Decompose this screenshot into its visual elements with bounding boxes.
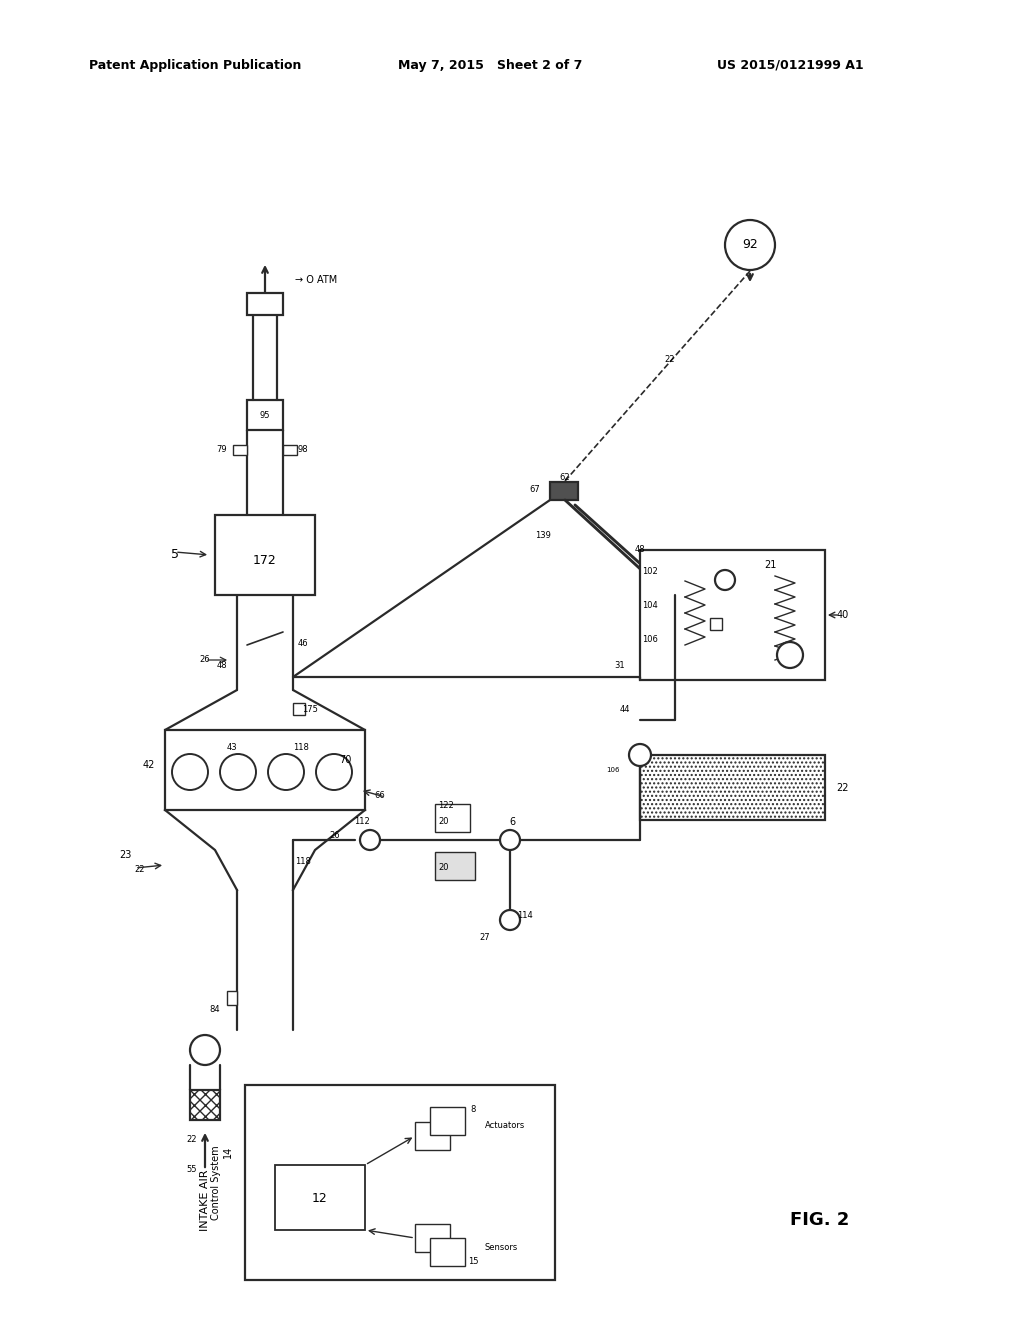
- Text: 118: 118: [294, 858, 311, 866]
- Text: Control System
14: Control System 14: [211, 1146, 232, 1220]
- Circle shape: [629, 744, 650, 766]
- Text: 27: 27: [479, 933, 490, 942]
- Bar: [430, 1238, 465, 1266]
- Text: 48: 48: [634, 545, 645, 554]
- Bar: [434, 804, 470, 832]
- Text: 67: 67: [529, 486, 539, 495]
- Text: 122: 122: [437, 801, 453, 810]
- Text: 5: 5: [171, 549, 178, 561]
- Circle shape: [776, 642, 802, 668]
- Bar: [275, 1166, 365, 1230]
- Text: 21: 21: [763, 560, 775, 570]
- Text: 6: 6: [508, 817, 515, 828]
- Circle shape: [268, 754, 304, 789]
- Circle shape: [316, 754, 352, 789]
- Bar: [549, 482, 578, 500]
- Bar: [282, 445, 297, 455]
- Circle shape: [220, 754, 256, 789]
- Bar: [215, 515, 315, 595]
- Text: 20: 20: [437, 817, 448, 826]
- Text: May 7, 2015   Sheet 2 of 7: May 7, 2015 Sheet 2 of 7: [397, 58, 582, 71]
- Circle shape: [725, 220, 774, 271]
- Text: 26: 26: [199, 656, 210, 664]
- Bar: [430, 1107, 465, 1135]
- Circle shape: [714, 570, 735, 590]
- Text: → O ATM: → O ATM: [294, 275, 337, 285]
- Text: 42: 42: [143, 760, 155, 770]
- Text: 106: 106: [606, 767, 620, 774]
- Circle shape: [190, 1035, 220, 1065]
- Text: 43: 43: [226, 743, 236, 752]
- Bar: [227, 991, 236, 1005]
- Text: FIG. 2: FIG. 2: [790, 1210, 849, 1229]
- Text: 55: 55: [186, 1166, 197, 1175]
- Text: 44: 44: [620, 705, 630, 714]
- Text: 102: 102: [642, 568, 657, 577]
- Text: 46: 46: [298, 639, 308, 648]
- Text: Actuators: Actuators: [484, 1121, 525, 1130]
- Bar: [245, 1085, 554, 1280]
- Text: 98: 98: [298, 446, 308, 454]
- Circle shape: [499, 830, 520, 850]
- Text: 48: 48: [216, 660, 227, 669]
- Text: 8: 8: [470, 1106, 475, 1114]
- Text: 114: 114: [517, 911, 532, 920]
- Text: 112: 112: [354, 817, 370, 826]
- Text: 70: 70: [338, 755, 351, 766]
- Text: 84: 84: [209, 1006, 220, 1015]
- Text: 95: 95: [260, 411, 270, 420]
- Text: 23: 23: [118, 850, 131, 861]
- Text: 106: 106: [641, 635, 657, 644]
- Circle shape: [172, 754, 208, 789]
- Text: 175: 175: [302, 705, 318, 714]
- Circle shape: [360, 830, 380, 850]
- Bar: [247, 400, 282, 430]
- Text: 26: 26: [329, 830, 340, 840]
- Text: 62: 62: [559, 473, 570, 482]
- Text: 40: 40: [836, 610, 848, 620]
- Text: 139: 139: [535, 531, 550, 540]
- Bar: [709, 618, 721, 630]
- Text: 118: 118: [292, 743, 309, 752]
- Text: 66: 66: [374, 791, 385, 800]
- Bar: [247, 293, 282, 315]
- Text: 12: 12: [312, 1192, 327, 1204]
- Bar: [292, 704, 305, 715]
- Text: 15: 15: [468, 1258, 478, 1266]
- Text: 22: 22: [186, 1135, 197, 1144]
- Text: 22: 22: [664, 355, 675, 364]
- Bar: [639, 550, 824, 680]
- Bar: [415, 1122, 449, 1150]
- Text: 20: 20: [437, 863, 448, 873]
- Circle shape: [499, 909, 520, 931]
- Text: INTAKE AIR: INTAKE AIR: [200, 1170, 210, 1230]
- Text: 22: 22: [135, 866, 145, 874]
- Text: 104: 104: [642, 601, 657, 610]
- Bar: [639, 755, 824, 820]
- Bar: [232, 445, 247, 455]
- Bar: [190, 1090, 220, 1119]
- Text: Sensors: Sensors: [484, 1243, 518, 1253]
- Text: 22: 22: [836, 783, 849, 793]
- Text: 172: 172: [253, 553, 276, 566]
- Text: Patent Application Publication: Patent Application Publication: [89, 58, 301, 71]
- Text: 79: 79: [216, 446, 227, 454]
- Text: 31: 31: [614, 660, 625, 669]
- Text: US 2015/0121999 A1: US 2015/0121999 A1: [716, 58, 862, 71]
- Bar: [415, 1224, 449, 1251]
- Text: 92: 92: [742, 239, 757, 252]
- Bar: [434, 851, 475, 880]
- Bar: [165, 730, 365, 810]
